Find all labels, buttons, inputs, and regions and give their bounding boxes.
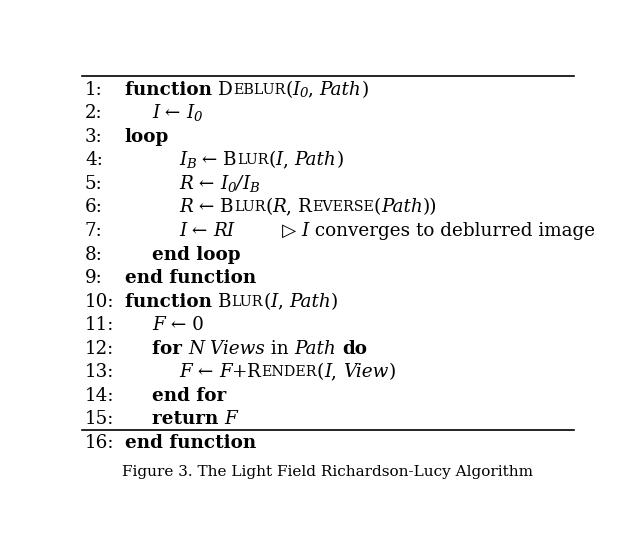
Text: B: B — [250, 182, 259, 195]
Text: F: F — [152, 316, 164, 334]
Text: ← 0: ← 0 — [164, 316, 204, 334]
Text: ←: ← — [193, 199, 220, 217]
Text: ENDER: ENDER — [261, 366, 317, 379]
Text: ): ) — [388, 363, 396, 381]
Text: I: I — [152, 104, 159, 122]
Text: return: return — [152, 411, 225, 429]
Text: end for: end for — [152, 387, 226, 405]
Text: LUR: LUR — [237, 153, 268, 168]
Text: B: B — [223, 151, 237, 169]
Text: (: ( — [374, 199, 381, 217]
Text: Path: Path — [294, 151, 337, 169]
Text: I: I — [242, 175, 250, 193]
Text: (: ( — [285, 81, 292, 98]
Text: 0: 0 — [227, 182, 236, 195]
Text: N Views: N Views — [188, 340, 265, 358]
Text: Path: Path — [294, 340, 336, 358]
Text: R: R — [247, 363, 261, 381]
Text: ,: , — [278, 293, 289, 311]
Text: Path: Path — [289, 293, 331, 311]
Text: I: I — [186, 104, 193, 122]
Text: R: R — [179, 199, 193, 217]
Text: 6:: 6: — [85, 199, 103, 217]
Text: 0: 0 — [193, 111, 202, 124]
Text: 7:: 7: — [85, 222, 102, 240]
Text: ←: ← — [193, 175, 220, 193]
Text: 14:: 14: — [85, 387, 115, 405]
Text: ←: ← — [186, 222, 214, 240]
Text: R: R — [273, 199, 286, 217]
Text: end function: end function — [125, 434, 256, 452]
Text: LUR: LUR — [232, 295, 263, 308]
Text: loop: loop — [125, 128, 169, 146]
Text: 12:: 12: — [85, 340, 114, 358]
Text: B: B — [186, 158, 196, 171]
Text: function: function — [125, 81, 218, 98]
Text: ,: , — [283, 151, 294, 169]
Text: I: I — [179, 151, 186, 169]
Text: end function: end function — [125, 269, 256, 287]
Text: (: ( — [268, 151, 276, 169]
Text: ): ) — [337, 151, 344, 169]
Text: 9:: 9: — [85, 269, 102, 287]
Text: I: I — [270, 293, 278, 311]
Text: converges to deblurred image: converges to deblurred image — [309, 222, 595, 240]
Text: I: I — [301, 222, 309, 240]
Text: Path: Path — [381, 199, 423, 217]
Text: in: in — [265, 340, 294, 358]
Text: RI: RI — [214, 222, 235, 240]
Text: F: F — [219, 363, 232, 381]
Text: I: I — [276, 151, 283, 169]
Text: B: B — [218, 293, 232, 311]
Text: do: do — [342, 340, 367, 358]
Text: 2:: 2: — [85, 104, 102, 122]
Text: I: I — [179, 222, 186, 240]
Text: I: I — [220, 175, 227, 193]
Text: 5:: 5: — [85, 175, 102, 193]
Text: F: F — [179, 363, 192, 381]
Text: ): ) — [331, 293, 339, 311]
Text: Path: Path — [320, 81, 362, 98]
Text: 8:: 8: — [85, 245, 103, 263]
Text: 0: 0 — [300, 88, 308, 100]
Text: F: F — [225, 411, 237, 429]
Text: ←: ← — [159, 104, 186, 122]
Text: EBLUR: EBLUR — [233, 83, 285, 97]
Text: (: ( — [263, 293, 270, 311]
Text: (: ( — [265, 199, 273, 217]
Text: LUR: LUR — [234, 200, 265, 214]
Text: View: View — [343, 363, 388, 381]
Text: I: I — [292, 81, 300, 98]
Text: EVERSE: EVERSE — [312, 200, 374, 214]
Text: ▷: ▷ — [235, 222, 301, 240]
Text: 13:: 13: — [85, 363, 115, 381]
Text: 15:: 15: — [85, 411, 115, 429]
Text: 1:: 1: — [85, 81, 102, 98]
Text: R: R — [298, 199, 312, 217]
Text: ): ) — [362, 81, 369, 98]
Text: 10:: 10: — [85, 293, 115, 311]
Text: ,: , — [286, 199, 298, 217]
Text: +: + — [232, 363, 247, 381]
Text: ,: , — [332, 363, 343, 381]
Text: ←: ← — [196, 151, 223, 169]
Text: end loop: end loop — [152, 245, 241, 263]
Text: 4:: 4: — [85, 151, 103, 169]
Text: 16:: 16: — [85, 434, 115, 452]
Text: R: R — [179, 175, 193, 193]
Text: D: D — [218, 81, 233, 98]
Text: for: for — [152, 340, 188, 358]
Text: function: function — [125, 293, 218, 311]
Text: /: / — [236, 175, 242, 193]
Text: 11:: 11: — [85, 316, 115, 334]
Text: ←: ← — [192, 363, 219, 381]
Text: ,: , — [308, 81, 320, 98]
Text: 3:: 3: — [85, 128, 102, 146]
Text: Figure 3. The Light Field Richardson-Lucy Algorithm: Figure 3. The Light Field Richardson-Luc… — [122, 465, 534, 479]
Text: )): )) — [423, 199, 437, 217]
Text: B: B — [220, 199, 234, 217]
Text: (: ( — [317, 363, 324, 381]
Text: I: I — [324, 363, 332, 381]
